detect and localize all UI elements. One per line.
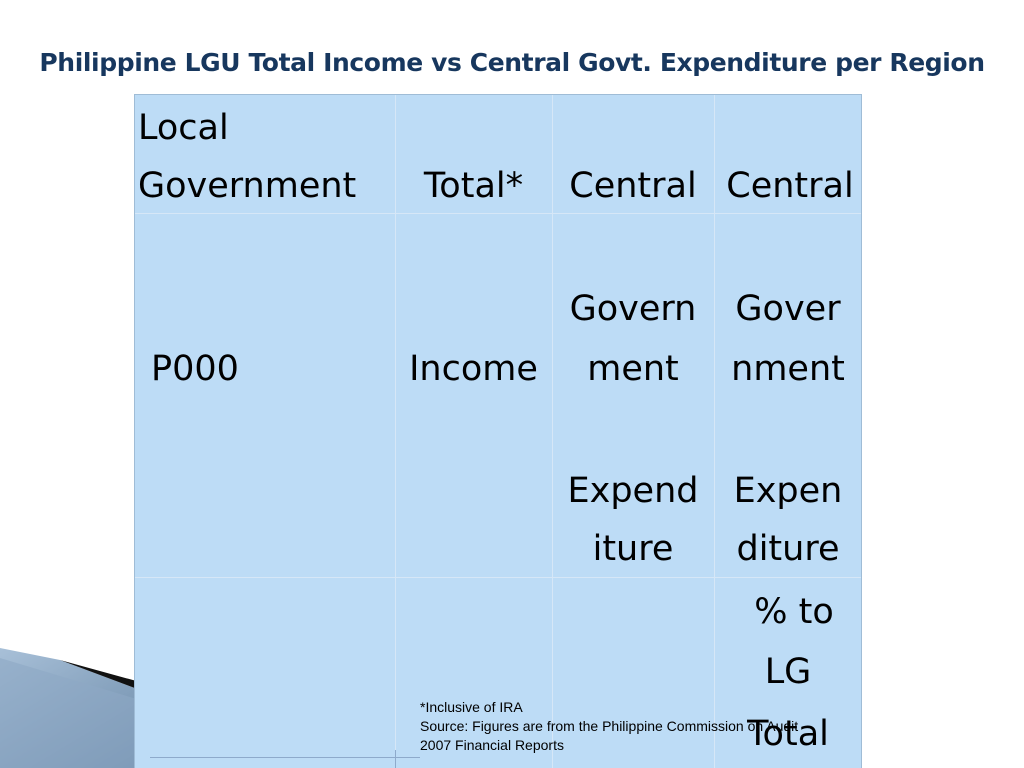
header-central-1: Central: [569, 166, 697, 206]
col4-line-nment: nment: [731, 349, 845, 389]
footnote-reports: 2007 Financial Reports: [420, 737, 564, 753]
footnote-source: Source: Figures are from the Philippine …: [420, 718, 799, 734]
footnote-ira: *Inclusive of IRA: [420, 699, 523, 715]
header-total: Total*: [423, 166, 524, 206]
header-income: Income: [409, 349, 538, 389]
header-local-line1: Local: [138, 108, 229, 148]
col4-line-lg: LG: [764, 652, 812, 692]
col3-line-expend: Expend: [567, 471, 699, 511]
header-local-line2: Government: [138, 166, 357, 206]
slide-title: Philippine LGU Total Income vs Central G…: [39, 48, 985, 77]
col4-line-expen: Expen: [733, 471, 843, 511]
divider-tick: [395, 750, 396, 768]
data-table: Local Government P000 Total* Income Cent…: [134, 94, 862, 768]
col4-line-diture: diture: [736, 529, 840, 569]
divider-line: [150, 757, 420, 758]
header-p000: P000: [151, 349, 239, 389]
col4-line-total: Total: [747, 714, 829, 754]
col4-line-gover: Gover: [735, 289, 841, 329]
footnote: *Inclusive of IRA Source: Figures are fr…: [420, 698, 900, 755]
col3-line-ment: ment: [587, 349, 679, 389]
col3-line-govern: Govern: [569, 289, 697, 329]
col4-line-pct-to: % to: [754, 592, 834, 632]
header-central-2: Central: [726, 166, 854, 206]
col3-line-iture: iture: [592, 529, 674, 569]
